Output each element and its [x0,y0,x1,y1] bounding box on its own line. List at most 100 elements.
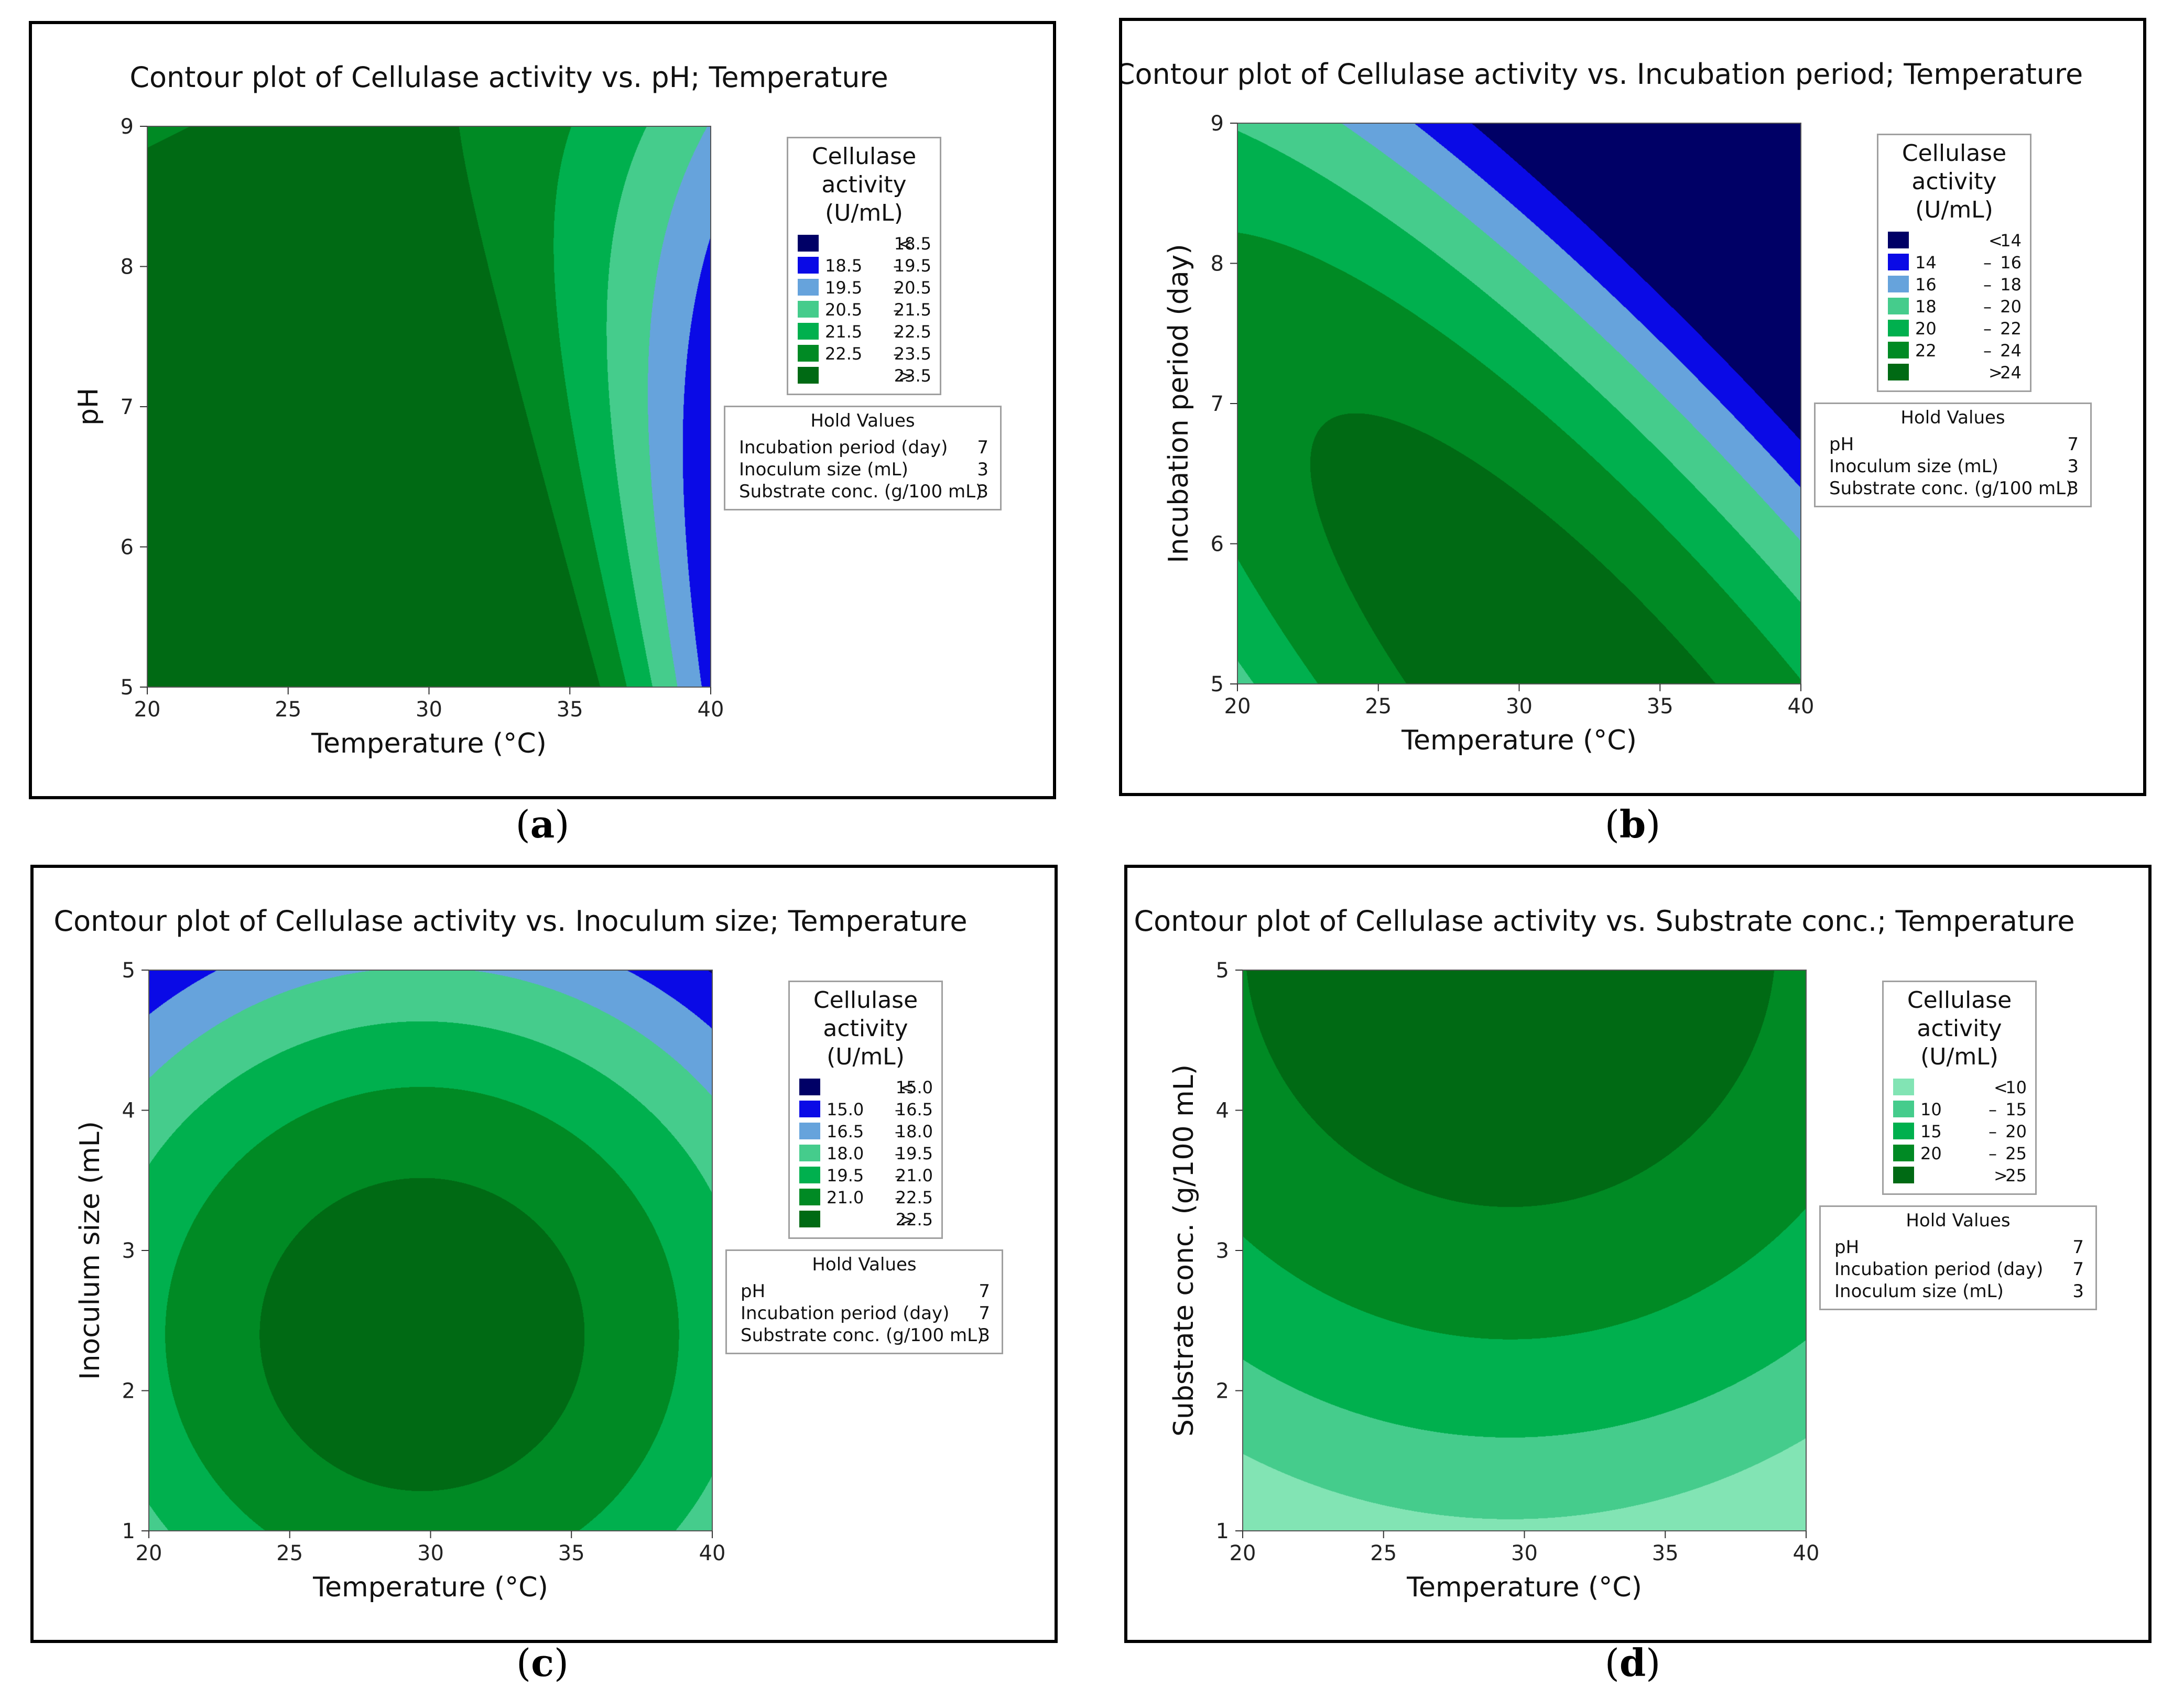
legend-dash: – [1983,297,1992,317]
hold-value-label: Inoculum size (mL) [1834,1281,2004,1302]
chart-panel-a: Contour plot of Cellulase activity vs. p… [29,21,1056,799]
y-tick-label: 6 [1211,532,1224,557]
legend-dash: – [1983,275,1992,295]
hold-value-row: pH 7 [1829,433,2079,455]
y-axis-label: pH [73,388,104,426]
legend-low: < [900,1078,914,1097]
legend-dash: – [893,300,901,320]
hold-value-row: pH 7 [1834,1236,2084,1258]
legend-dash: – [893,344,901,364]
hold-value-row: Incubation period (day) 7 [1834,1258,2084,1280]
legend-entry: 19.5 –20.5 [788,277,940,299]
hold-value-row: Substrate conc. (g/100 mL) 3 [741,1324,990,1346]
legend-low: < [1994,1078,2008,1097]
legend-low: 22.5 [825,344,863,364]
legend-high: 18 [2000,275,2022,295]
hold-value-label: Inoculum size (mL) [1829,456,1998,477]
legend-high: 21.5 [894,300,931,320]
legend-swatch [798,301,819,318]
legend-low: < [898,234,912,254]
legend-entry: <15.0 [790,1076,941,1098]
legend-entry: 18 –20 [1878,296,2030,318]
legend-entry: 20 –22 [1878,318,2030,340]
legend-entry: 15.0 –16.5 [790,1098,941,1120]
hold-values-title: Hold Values [812,1254,917,1275]
legend-range: >23.5 [825,365,931,387]
legend-high: 25 [2005,1166,2027,1185]
legend-high: 23.5 [894,344,931,364]
legend-range: >24 [1915,362,2022,384]
legend-entry: 16 –18 [1878,274,2030,296]
x-tick-label: 35 [1652,1541,1679,1565]
legend-high: 25 [2005,1144,2027,1163]
hold-value-row: Substrate conc. (g/100 mL) 3 [1829,477,2079,499]
x-tick-label: 30 [1511,1541,1538,1565]
legend-entry: 10 –15 [1884,1098,2035,1120]
legend-swatch [798,367,819,384]
legend-entry: 21.0 –22.5 [790,1187,941,1209]
contour-chart-svg: Contour plot of Cellulase activity vs. I… [1122,58,2083,756]
y-tick-label: 5 [1216,959,1229,983]
legend-entry: 14 –16 [1878,252,2030,274]
legend-entry: 19.5 –21.0 [790,1165,941,1187]
x-tick-label: 20 [136,1541,162,1565]
x-tick-label: 30 [1506,694,1533,719]
legend-high: 16 [2000,253,2022,273]
x-axis-label: Temperature (°C) [311,728,547,759]
legend-swatch [798,323,819,340]
contour-chart-svg: Contour plot of Cellulase activity vs. S… [1134,905,2074,1603]
legend-low: > [1994,1166,2008,1185]
caption-c: (c) [516,1640,569,1685]
legend-low: 21.0 [827,1188,864,1207]
x-tick-label: 30 [416,698,442,722]
legend-entry: 21.5 –22.5 [788,321,940,343]
legend-range: 20 –22 [1915,318,2022,340]
legend-low: 10 [1920,1100,1942,1119]
hold-values-title: Hold Values [1906,1210,2011,1231]
legend-swatch [1888,298,1909,314]
legend-entry: >23.5 [788,365,940,387]
legend-swatch [1893,1167,1914,1183]
hold-value-row: Incubation period (day) 7 [739,437,988,459]
legend-range: >25 [1920,1165,2027,1187]
legend-swatch [799,1079,820,1095]
chart-title: Contour plot of Cellulase activity vs. S… [1134,905,2074,938]
legend-range: 15.0 –16.5 [827,1098,933,1120]
x-tick-label: 25 [276,1541,303,1565]
legend-low: 15 [1920,1122,1942,1141]
legend-range: 18.5 –19.5 [825,255,931,277]
legend-range: 18.0 –19.5 [827,1143,933,1165]
x-axis-label: Temperature (°C) [1401,725,1637,756]
legend: Cellulase activity (U/mL) <14 14–16 16–18 18–2… [1877,134,2031,392]
x-tick-label: 30 [417,1541,444,1565]
y-tick-label: 3 [122,1239,135,1263]
contour-chart-svg: Contour plot of Cellulase activity vs. p… [73,61,888,759]
x-tick-label: 25 [1370,1541,1397,1565]
chart-panel-c: Contour plot of Cellulase activity vs. I… [30,865,1058,1643]
hold-value-row: Inoculum size (mL) 3 [1834,1280,2084,1302]
x-tick-label: 25 [275,698,301,722]
x-tick-label: 20 [134,698,161,722]
legend-range: 21.0 –22.5 [827,1187,933,1209]
legend-low: > [900,1210,914,1230]
legend-swatch [1888,364,1909,380]
hold-value-number: 3 [977,481,988,502]
legend-high: 22 [2000,319,2022,339]
contour-field [149,970,712,1531]
legend-entry: <10 [1884,1076,2035,1098]
hold-value-label: Substrate conc. (g/100 mL) [1829,478,2073,499]
caption-d: (d) [1604,1640,1661,1685]
legend: Cellulase activity (U/mL) <18.5 18.5–19.5 19.… [787,137,941,395]
legend-dash: – [895,1144,903,1163]
legend-swatch [799,1211,820,1227]
legend-swatch [798,257,819,274]
hold-value-number: 7 [2072,1237,2084,1258]
x-tick-label: 25 [1365,694,1392,719]
legend-range: 20.5 –21.5 [825,299,931,321]
legend-range: <15.0 [827,1076,933,1098]
y-tick-label: 1 [1216,1519,1229,1543]
legend-low: 15.0 [827,1100,864,1119]
legend-high: 18.5 [894,234,931,254]
legend-high: 16.5 [895,1100,933,1119]
legend-entry: 20 –25 [1884,1143,2035,1165]
